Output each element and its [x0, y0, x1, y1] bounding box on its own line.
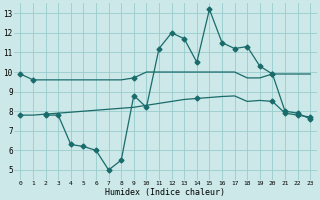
X-axis label: Humidex (Indice chaleur): Humidex (Indice chaleur): [105, 188, 225, 197]
